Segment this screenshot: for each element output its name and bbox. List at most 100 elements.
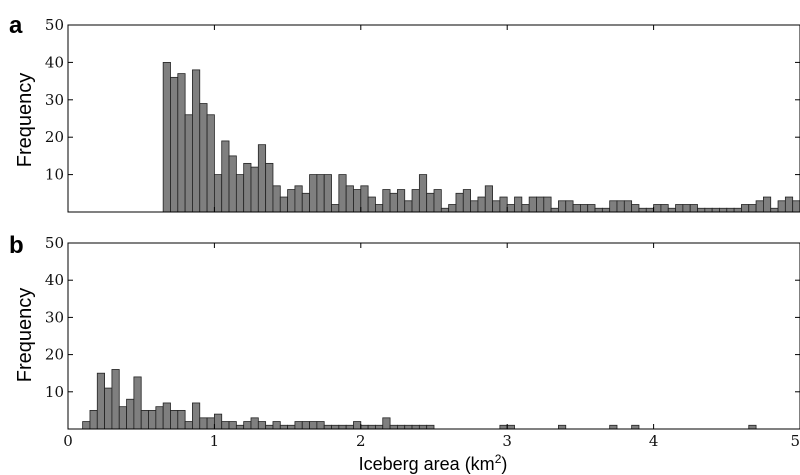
panel-b-x-tick-label: 0 xyxy=(63,432,73,450)
panel-a-bar xyxy=(206,114,215,213)
panel-a-bar xyxy=(294,185,303,213)
panel-b-bar xyxy=(96,372,105,430)
panel-b-bar xyxy=(89,409,98,430)
panel-b-bar xyxy=(228,421,237,430)
panel-b-bar xyxy=(382,417,391,430)
panel-a-bar xyxy=(631,204,640,213)
panel-a-bar xyxy=(514,196,523,213)
panel-b-bar xyxy=(265,424,274,430)
panel-a-bar xyxy=(338,174,347,213)
panel-a-bar xyxy=(250,166,259,213)
panel-a-ticks: 10 20 30 40 50 xyxy=(45,16,800,212)
panel-b-bar xyxy=(184,421,193,430)
panel-b-ticks: 10 20 30 40 50 0 1 2 3 4 5 xyxy=(45,234,800,450)
panel-a-bar xyxy=(177,73,186,213)
panel-a-bar xyxy=(748,204,757,213)
panel-b-bar xyxy=(748,424,757,430)
panel-a-bar xyxy=(462,189,471,213)
panel-b-bar xyxy=(82,421,91,430)
panel-b-axes-frame xyxy=(67,242,800,430)
panel-a-bar xyxy=(550,207,559,213)
panel-b-bars xyxy=(82,369,757,430)
panel-a-y-tick-label: 50 xyxy=(45,16,64,34)
panel-a-bar xyxy=(484,185,493,213)
panel-b-bar xyxy=(213,413,223,430)
panel-a-bar xyxy=(375,204,384,213)
panel-a-bar xyxy=(287,189,296,213)
panel-a-bar xyxy=(221,140,230,213)
panel-a-bar xyxy=(411,189,420,213)
panel-b-bar xyxy=(199,417,208,430)
panel-b-bar xyxy=(111,369,120,430)
panel-b-y-tick-label: 30 xyxy=(45,308,64,326)
panel-a-bar xyxy=(470,200,479,213)
panel-b-bar xyxy=(148,409,157,430)
panel-a-bar xyxy=(433,189,442,213)
panel-b-y-tick-label: 10 xyxy=(45,383,64,401)
panel-a-y-tick-label: 40 xyxy=(45,53,64,71)
panel-a: a Frequency 10 20 30 40 50 xyxy=(9,12,800,213)
panel-b-bar xyxy=(338,424,347,430)
panel-b-bar xyxy=(367,424,376,430)
panel-a-bar xyxy=(257,144,267,213)
panel-a-bar xyxy=(243,162,252,213)
panel-a-bar xyxy=(418,174,428,213)
panel-a-bar xyxy=(265,162,274,213)
panel-b-bar xyxy=(118,406,127,430)
panel-b-bar xyxy=(396,424,406,430)
panel-b-bar xyxy=(499,424,508,430)
panel-a-bar xyxy=(697,207,706,213)
panel-a-bar xyxy=(213,174,223,213)
panel-a-bar xyxy=(726,207,735,213)
panel-a-bar xyxy=(426,192,435,213)
panel-a-bar xyxy=(792,200,800,213)
panel-a-bar xyxy=(404,200,413,213)
panel-a-bars xyxy=(162,62,800,213)
panel-b-bar xyxy=(301,421,310,430)
panel-b-bar xyxy=(558,424,567,430)
panel-a-bar xyxy=(638,207,647,213)
panel-b-y-tick-label: 40 xyxy=(45,271,64,289)
panel-a-bar xyxy=(506,204,515,213)
panel-a-axes-frame xyxy=(67,24,800,213)
panel-a-bar xyxy=(755,200,764,213)
panel-a-bar xyxy=(492,200,501,213)
panel-a-bar xyxy=(382,189,391,213)
panel-b-bar xyxy=(140,409,149,430)
panel-a-bar xyxy=(645,207,655,213)
panel-a-y-tick-label: 20 xyxy=(45,128,64,146)
panel-a-bar xyxy=(536,196,545,213)
panel-a-bar xyxy=(170,76,179,213)
panel-b-bar xyxy=(294,421,303,430)
panel-a-bar xyxy=(572,204,581,213)
panel-a-bar xyxy=(770,207,779,213)
panel-a-bar xyxy=(580,204,589,213)
panel-a-bar xyxy=(162,62,171,213)
panel-a-bar xyxy=(389,192,398,213)
x-axis-label: Iceberg area (km2) xyxy=(359,452,508,474)
panel-b-bar xyxy=(257,421,267,430)
panel-a-bar xyxy=(228,155,237,213)
panel-a-bar xyxy=(711,207,720,213)
panel-a-bar xyxy=(396,189,406,213)
panel-a-bar xyxy=(675,204,684,213)
panel-a-y-tick-label: 30 xyxy=(45,91,64,109)
panel-a-bar xyxy=(440,207,450,213)
panel-a-bar xyxy=(235,174,245,213)
panel-b-x-tick-label: 3 xyxy=(502,432,512,450)
panel-a-bar xyxy=(301,192,310,213)
panel-b-bar xyxy=(418,424,428,430)
panel-b-bar xyxy=(272,421,281,430)
panel-a-bar xyxy=(499,196,508,213)
panel-b-x-tick-label: 5 xyxy=(790,432,800,450)
panel-a-bar xyxy=(623,200,633,213)
panel-b-bar xyxy=(192,402,201,430)
panel-a-bar xyxy=(741,204,750,213)
panel-b-bar xyxy=(426,424,435,430)
panel-b-bar xyxy=(353,421,362,430)
x-axis-label-end: ) xyxy=(501,454,507,474)
panel-a-bar xyxy=(704,207,713,213)
panel-a-bar xyxy=(528,196,537,213)
